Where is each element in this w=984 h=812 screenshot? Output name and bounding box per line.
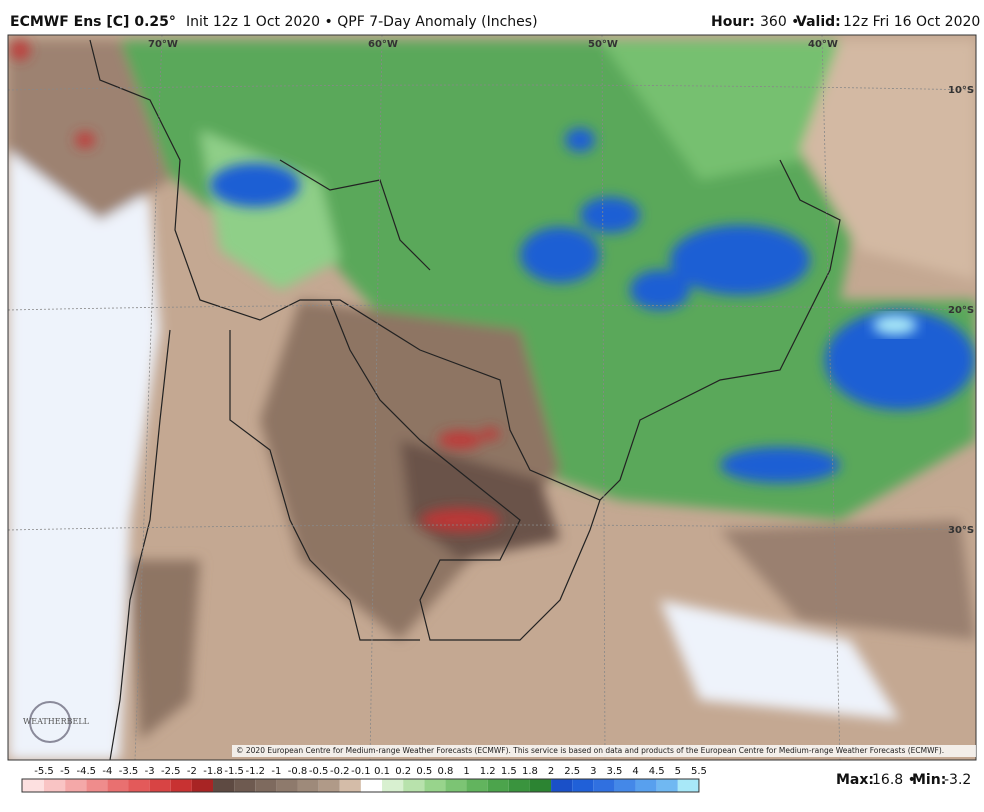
colorbar-label: 3 <box>590 766 596 777</box>
colorbar-label: -4.5 <box>76 766 96 777</box>
color-swatch <box>128 779 150 792</box>
valid-value: 12z Fri 16 Oct 2020 <box>843 14 980 30</box>
lat-label: 30°S <box>948 525 974 536</box>
colorbar-label: -5.5 <box>34 766 54 777</box>
color-swatch <box>107 779 129 792</box>
colorbar-label: 5 <box>675 766 681 777</box>
colorbar-label: 0.1 <box>374 766 390 777</box>
color-swatch <box>677 779 699 792</box>
colorbar-label: 1.2 <box>480 766 496 777</box>
colorbar-label: -3.5 <box>119 766 139 777</box>
colorbar-frame <box>21 778 700 793</box>
lon-label: 40°W <box>808 39 838 50</box>
colorbar-label: -0.1 <box>351 766 371 777</box>
color-swatch <box>234 779 256 792</box>
color-swatch <box>445 779 467 792</box>
color-swatch <box>466 779 488 792</box>
lon-label: 70°W <box>148 39 178 50</box>
hour-value: 360 • <box>760 14 799 30</box>
color-swatch <box>572 779 594 792</box>
hour-label: Hour: <box>711 14 755 30</box>
colorbar-label: 4.5 <box>649 766 665 777</box>
colorbar-label: -3 <box>145 766 155 777</box>
colorbar-label: -2.5 <box>161 766 181 777</box>
color-swatch <box>593 779 615 792</box>
colorbar-label: -1.2 <box>246 766 266 777</box>
color-swatch <box>614 779 636 792</box>
valid-label: Valid: <box>796 14 841 30</box>
color-swatch <box>635 779 657 792</box>
colorbar-label: -1 <box>271 766 281 777</box>
colorbar-label: -0.5 <box>309 766 329 777</box>
colorbar-label: -1.8 <box>203 766 223 777</box>
color-swatch <box>487 779 509 792</box>
colorbar-label: 4 <box>632 766 638 777</box>
colorbar-label: -0.2 <box>330 766 350 777</box>
color-swatch <box>339 779 361 792</box>
colorbar: -5.5 -5 -4.5 -4 -3.5 -3 -2.5 -2 -1.8 -1.5 -1.2 -1 -0… <box>21 766 707 793</box>
lon-label: 50°W <box>588 39 618 50</box>
color-swatch <box>529 779 552 792</box>
color-swatch <box>360 779 383 792</box>
color-swatch <box>22 779 44 792</box>
colorbar-label: 0.8 <box>437 766 453 777</box>
lat-label: 20°S <box>948 305 974 316</box>
map <box>8 35 976 760</box>
colorbar-label: 1.5 <box>501 766 517 777</box>
color-swatch <box>65 779 87 792</box>
max-label: Max: <box>836 772 874 788</box>
min-label: Min: <box>912 772 946 788</box>
graticule <box>8 35 976 760</box>
colorbar-label: -5 <box>60 766 70 777</box>
color-swatch <box>508 779 530 792</box>
colorbar-label: 1.8 <box>522 766 538 777</box>
max-value: 16.8 • <box>872 772 916 788</box>
color-swatch <box>318 779 340 792</box>
borders <box>89 39 841 760</box>
description: Init 12z 1 Oct 2020 • QPF 7-Day Anomaly … <box>186 14 538 30</box>
color-swatch <box>44 779 66 792</box>
color-swatch <box>149 779 171 792</box>
color-swatch <box>656 779 678 792</box>
min-value: -3.2 <box>944 772 971 788</box>
colorbar-label: -4 <box>102 766 112 777</box>
colorbar-label: 0.5 <box>416 766 432 777</box>
colorbar-label: 3.5 <box>606 766 622 777</box>
color-swatch <box>86 779 108 792</box>
color-swatch <box>382 779 404 792</box>
color-swatch <box>551 779 573 792</box>
map-frame <box>7 34 977 761</box>
lat-label: 10°S <box>948 85 974 96</box>
color-swatch <box>213 779 235 792</box>
color-swatch <box>170 779 192 792</box>
color-swatch <box>297 779 319 792</box>
color-swatch <box>424 779 446 792</box>
colorbar-label: -1.5 <box>224 766 244 777</box>
model-title: ECMWF Ens [C] 0.25° <box>10 14 176 30</box>
lon-label: 60°W <box>368 39 398 50</box>
colorbar-label: 2 <box>548 766 554 777</box>
logo-mark <box>29 701 71 743</box>
colorbar-label: 2.5 <box>564 766 580 777</box>
colorbar-label: -2 <box>187 766 197 777</box>
colorbar-label: 5.5 <box>691 766 707 777</box>
logo: WEATHERBELL <box>23 717 90 726</box>
color-swatch <box>255 779 277 792</box>
color-swatch <box>191 779 214 792</box>
copyright: © 2020 European Centre for Medium-range … <box>236 746 944 755</box>
color-swatch <box>276 779 298 792</box>
colorbar-label: 1 <box>463 766 469 777</box>
colorbar-label: -0.8 <box>288 766 308 777</box>
color-swatch <box>403 779 425 792</box>
colorbar-label: 0.2 <box>395 766 411 777</box>
